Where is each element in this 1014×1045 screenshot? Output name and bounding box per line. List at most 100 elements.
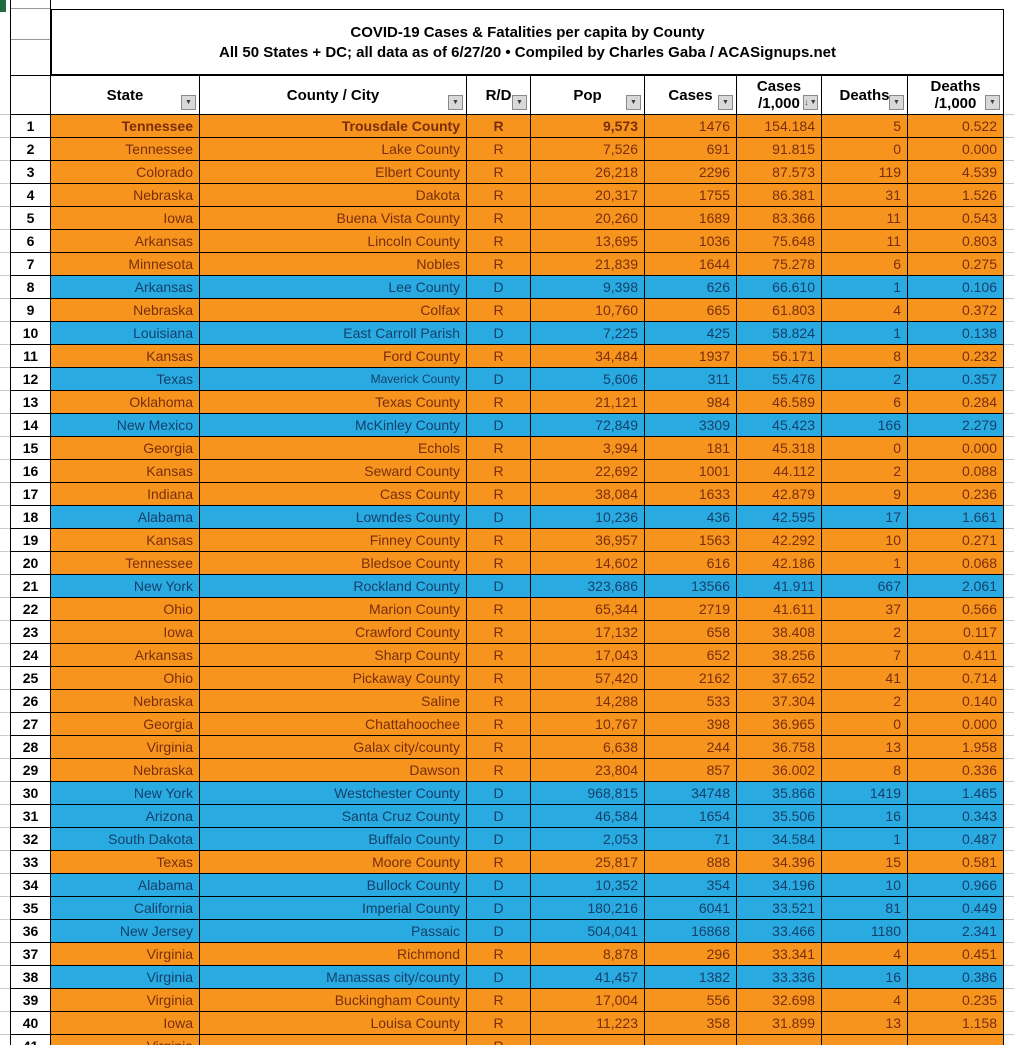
cell-deaths[interactable]: 2: [822, 690, 908, 713]
cell-cases-per-1000[interactable]: 33.336: [737, 966, 822, 989]
cell-pop[interactable]: 38,084: [531, 483, 645, 506]
cell-cases-per-1000[interactable]: 41.611: [737, 598, 822, 621]
cell-deaths-per-1000[interactable]: 0.232: [908, 345, 1004, 368]
cell-pop[interactable]: 41,457: [531, 966, 645, 989]
cell-rd[interactable]: D: [467, 506, 531, 529]
cell-cases[interactable]: 358: [645, 1012, 737, 1035]
cell-state[interactable]: Nebraska: [51, 299, 200, 322]
cell-cases-per-1000[interactable]: 33.341: [737, 943, 822, 966]
cell-rd[interactable]: D: [467, 805, 531, 828]
row-number[interactable]: 27: [10, 713, 51, 736]
cell-rd[interactable]: D: [467, 368, 531, 391]
row-number[interactable]: 40: [10, 1012, 51, 1035]
cell-deaths[interactable]: 2: [822, 368, 908, 391]
cell-county[interactable]: Dakota: [200, 184, 467, 207]
cell-state[interactable]: New York: [51, 575, 200, 598]
cell-cases[interactable]: 244: [645, 736, 737, 759]
row-number[interactable]: 28: [10, 736, 51, 759]
cell-county[interactable]: Bullock County: [200, 874, 467, 897]
row-number[interactable]: 26: [10, 690, 51, 713]
cell-cases-per-1000[interactable]: 75.278: [737, 253, 822, 276]
cell-rd[interactable]: R: [467, 1035, 531, 1045]
cell-state[interactable]: Arizona: [51, 805, 200, 828]
cell-cases[interactable]: 1563: [645, 529, 737, 552]
cell-cases[interactable]: 1644: [645, 253, 737, 276]
cell-deaths[interactable]: 37: [822, 598, 908, 621]
cell-county[interactable]: Colfax: [200, 299, 467, 322]
cell-pop[interactable]: 23,804: [531, 759, 645, 782]
cell-deaths-per-1000[interactable]: 0.235: [908, 989, 1004, 1012]
cell-cases-per-1000[interactable]: 42.595: [737, 506, 822, 529]
row-number[interactable]: 33: [10, 851, 51, 874]
cell-cases-per-1000[interactable]: 86.381: [737, 184, 822, 207]
cell-deaths[interactable]: 10: [822, 874, 908, 897]
cell-deaths[interactable]: 13: [822, 736, 908, 759]
cell-rd[interactable]: R: [467, 230, 531, 253]
cell-deaths[interactable]: 31: [822, 184, 908, 207]
cell-rd[interactable]: D: [467, 897, 531, 920]
cell-rd[interactable]: D: [467, 782, 531, 805]
cell-state[interactable]: Georgia: [51, 713, 200, 736]
cell-rd[interactable]: R: [467, 690, 531, 713]
cell-deaths-per-1000[interactable]: 0.275: [908, 253, 1004, 276]
filter-button-c1000[interactable]: ↓ ▼: [803, 95, 818, 110]
cell-county[interactable]: Bledsoe County: [200, 552, 467, 575]
cell-county[interactable]: Seward County: [200, 460, 467, 483]
cell-cases[interactable]: [645, 1035, 737, 1045]
row-number[interactable]: 11: [10, 345, 51, 368]
cell-rd[interactable]: R: [467, 759, 531, 782]
header-state[interactable]: State ↓▼: [51, 75, 200, 115]
cell-state[interactable]: Arkansas: [51, 230, 200, 253]
cell-deaths[interactable]: 4: [822, 989, 908, 1012]
row-number[interactable]: 39: [10, 989, 51, 1012]
cell-deaths-per-1000[interactable]: 0.000: [908, 713, 1004, 736]
cell-deaths[interactable]: 7: [822, 644, 908, 667]
cell-deaths-per-1000[interactable]: 0.581: [908, 851, 1004, 874]
cell-state[interactable]: Virginia: [51, 1035, 200, 1045]
cell-cases-per-1000[interactable]: 37.652: [737, 667, 822, 690]
row-number[interactable]: 8: [10, 276, 51, 299]
cell-cases-per-1000[interactable]: 38.408: [737, 621, 822, 644]
cell-county[interactable]: Lake County: [200, 138, 467, 161]
cell-deaths[interactable]: 11: [822, 207, 908, 230]
cell-rd[interactable]: R: [467, 529, 531, 552]
row-number[interactable]: 29: [10, 759, 51, 782]
cell-cases[interactable]: 13566: [645, 575, 737, 598]
cell-county[interactable]: Elbert County: [200, 161, 467, 184]
cell-state[interactable]: Iowa: [51, 207, 200, 230]
cell-rd[interactable]: R: [467, 437, 531, 460]
cell-deaths[interactable]: 2: [822, 460, 908, 483]
cell-rd[interactable]: R: [467, 345, 531, 368]
cell-cases-per-1000[interactable]: 36.758: [737, 736, 822, 759]
cell-county[interactable]: McKinley County: [200, 414, 467, 437]
cell-cases[interactable]: 888: [645, 851, 737, 874]
cell-county[interactable]: Imperial County: [200, 897, 467, 920]
cell-deaths[interactable]: 1: [822, 276, 908, 299]
cell-state[interactable]: New Mexico: [51, 414, 200, 437]
filter-button-rd[interactable]: ↓▼: [512, 95, 527, 110]
cell-pop[interactable]: [531, 1035, 645, 1045]
cell-state[interactable]: Alabama: [51, 874, 200, 897]
cell-cases-per-1000[interactable]: 87.573: [737, 161, 822, 184]
cell-deaths[interactable]: 13: [822, 1012, 908, 1035]
cell-deaths[interactable]: 17: [822, 506, 908, 529]
cell-cases-per-1000[interactable]: [737, 1035, 822, 1045]
cell-county[interactable]: Trousdale County: [200, 115, 467, 138]
row-number[interactable]: 41: [10, 1035, 51, 1045]
cell-deaths-per-1000[interactable]: 0.284: [908, 391, 1004, 414]
cell-deaths-per-1000[interactable]: 0.088: [908, 460, 1004, 483]
cell-rd[interactable]: R: [467, 460, 531, 483]
cell-state[interactable]: Colorado: [51, 161, 200, 184]
cell-cases-per-1000[interactable]: 46.589: [737, 391, 822, 414]
cell-deaths[interactable]: 166: [822, 414, 908, 437]
cell-deaths-per-1000[interactable]: 0.343: [908, 805, 1004, 828]
cell-pop[interactable]: 10,767: [531, 713, 645, 736]
cell-pop[interactable]: 17,043: [531, 644, 645, 667]
cell-state[interactable]: Arkansas: [51, 644, 200, 667]
header-cases[interactable]: Cases ↓▼: [645, 75, 737, 115]
cell-rd[interactable]: R: [467, 667, 531, 690]
cell-deaths[interactable]: 119: [822, 161, 908, 184]
cell-pop[interactable]: 8,878: [531, 943, 645, 966]
cell-rd[interactable]: R: [467, 943, 531, 966]
cell-pop[interactable]: 34,484: [531, 345, 645, 368]
